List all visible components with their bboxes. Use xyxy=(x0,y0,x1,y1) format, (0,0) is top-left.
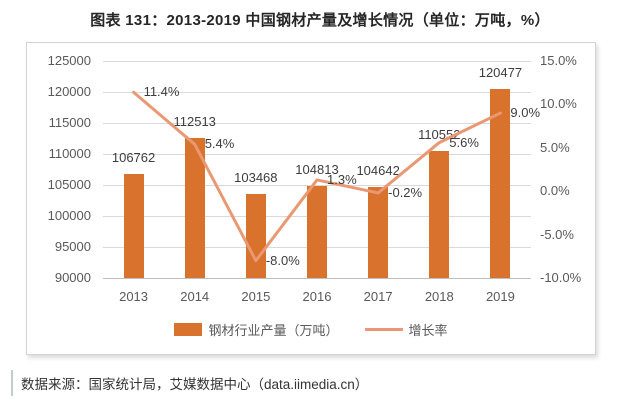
source-row: 数据来源：国家统计局，艾媒数据中心（data.iimedia.cn） xyxy=(11,369,368,397)
y-axis-tick-left: 110000 xyxy=(48,146,91,161)
legend-label-production: 钢材行业产量（万吨） xyxy=(208,323,339,338)
line-swatch-icon xyxy=(364,328,403,331)
legend-item-growth: 增长率 xyxy=(364,320,448,339)
legend: 钢材行业产量（万吨） 增长率 xyxy=(27,320,595,339)
bar-2013 xyxy=(123,174,144,278)
chart-frame: 125000 120000 115000 110000 105000 100000 9500… xyxy=(26,42,596,355)
bar-swatch-icon xyxy=(174,323,203,336)
gridline xyxy=(103,61,531,62)
x-axis-label: 2015 xyxy=(241,289,271,304)
growth-value-label: 11.4% xyxy=(143,84,180,100)
legend-item-production: 钢材行业产量（万吨） xyxy=(174,320,339,339)
y-axis-tick-right: -5.0% xyxy=(540,226,574,242)
bar-2015 xyxy=(245,194,266,278)
bar-2014 xyxy=(184,138,205,278)
x-axis-label: 2013 xyxy=(119,289,149,304)
x-axis-label: 2016 xyxy=(302,289,332,304)
y-axis-tick-right: 0.0% xyxy=(540,183,570,199)
x-axis-label: 2019 xyxy=(485,289,515,304)
data-source: 数据来源：国家统计局，艾媒数据中心（data.iimedia.cn） xyxy=(21,377,369,392)
gridline xyxy=(103,154,531,155)
y-axis-tick-right: 15.0% xyxy=(540,53,577,68)
y-axis-tick-right: -10.0% xyxy=(540,270,582,285)
plot-area: 125000 120000 115000 110000 105000 100000 9500… xyxy=(27,43,595,354)
y-axis-tick-left: 125000 xyxy=(47,53,91,68)
bar-value-label: 106762 xyxy=(111,150,156,166)
bar-2017 xyxy=(368,187,389,278)
growth-value-label: 5.4% xyxy=(204,136,235,152)
growth-value-label: 5.6% xyxy=(449,134,479,150)
growth-value-label: 1.3% xyxy=(327,171,357,187)
growth-value-label: -8.0% xyxy=(265,252,300,268)
y-axis-tick-right: 10.0% xyxy=(540,96,577,112)
y-axis-tick-left: 100000 xyxy=(47,208,91,223)
x-axis-label: 2017 xyxy=(363,289,393,304)
y-axis-tick-left: 120000 xyxy=(47,84,91,99)
growth-value-label: -0.2% xyxy=(388,184,423,200)
bar-2018 xyxy=(429,150,450,278)
y-axis-tick-left: 90000 xyxy=(54,270,91,285)
y-axis-tick-left: 95000 xyxy=(54,239,91,254)
bar-value-label: 120477 xyxy=(478,65,523,81)
bar-2019 xyxy=(490,89,511,278)
y-axis-tick-left: 105000 xyxy=(47,177,91,192)
gridline xyxy=(103,278,531,279)
x-axis-label: 2014 xyxy=(180,289,210,304)
y-axis-tick-left: 115000 xyxy=(48,115,91,130)
bar-value-label: 112513 xyxy=(173,114,216,130)
source-accent-bar xyxy=(11,370,13,396)
chart-title: 图表 131：2013-2019 中国钢材产量及增长情况（单位：万吨，%） xyxy=(90,12,550,29)
bar-2016 xyxy=(307,186,327,278)
legend-label-growth: 增长率 xyxy=(408,323,448,338)
y-axis-tick-right: 5.0% xyxy=(540,139,570,155)
bar-value-label: 103468 xyxy=(234,170,278,186)
growth-value-label: 9.0% xyxy=(510,105,541,121)
x-axis-label: 2018 xyxy=(424,289,454,304)
